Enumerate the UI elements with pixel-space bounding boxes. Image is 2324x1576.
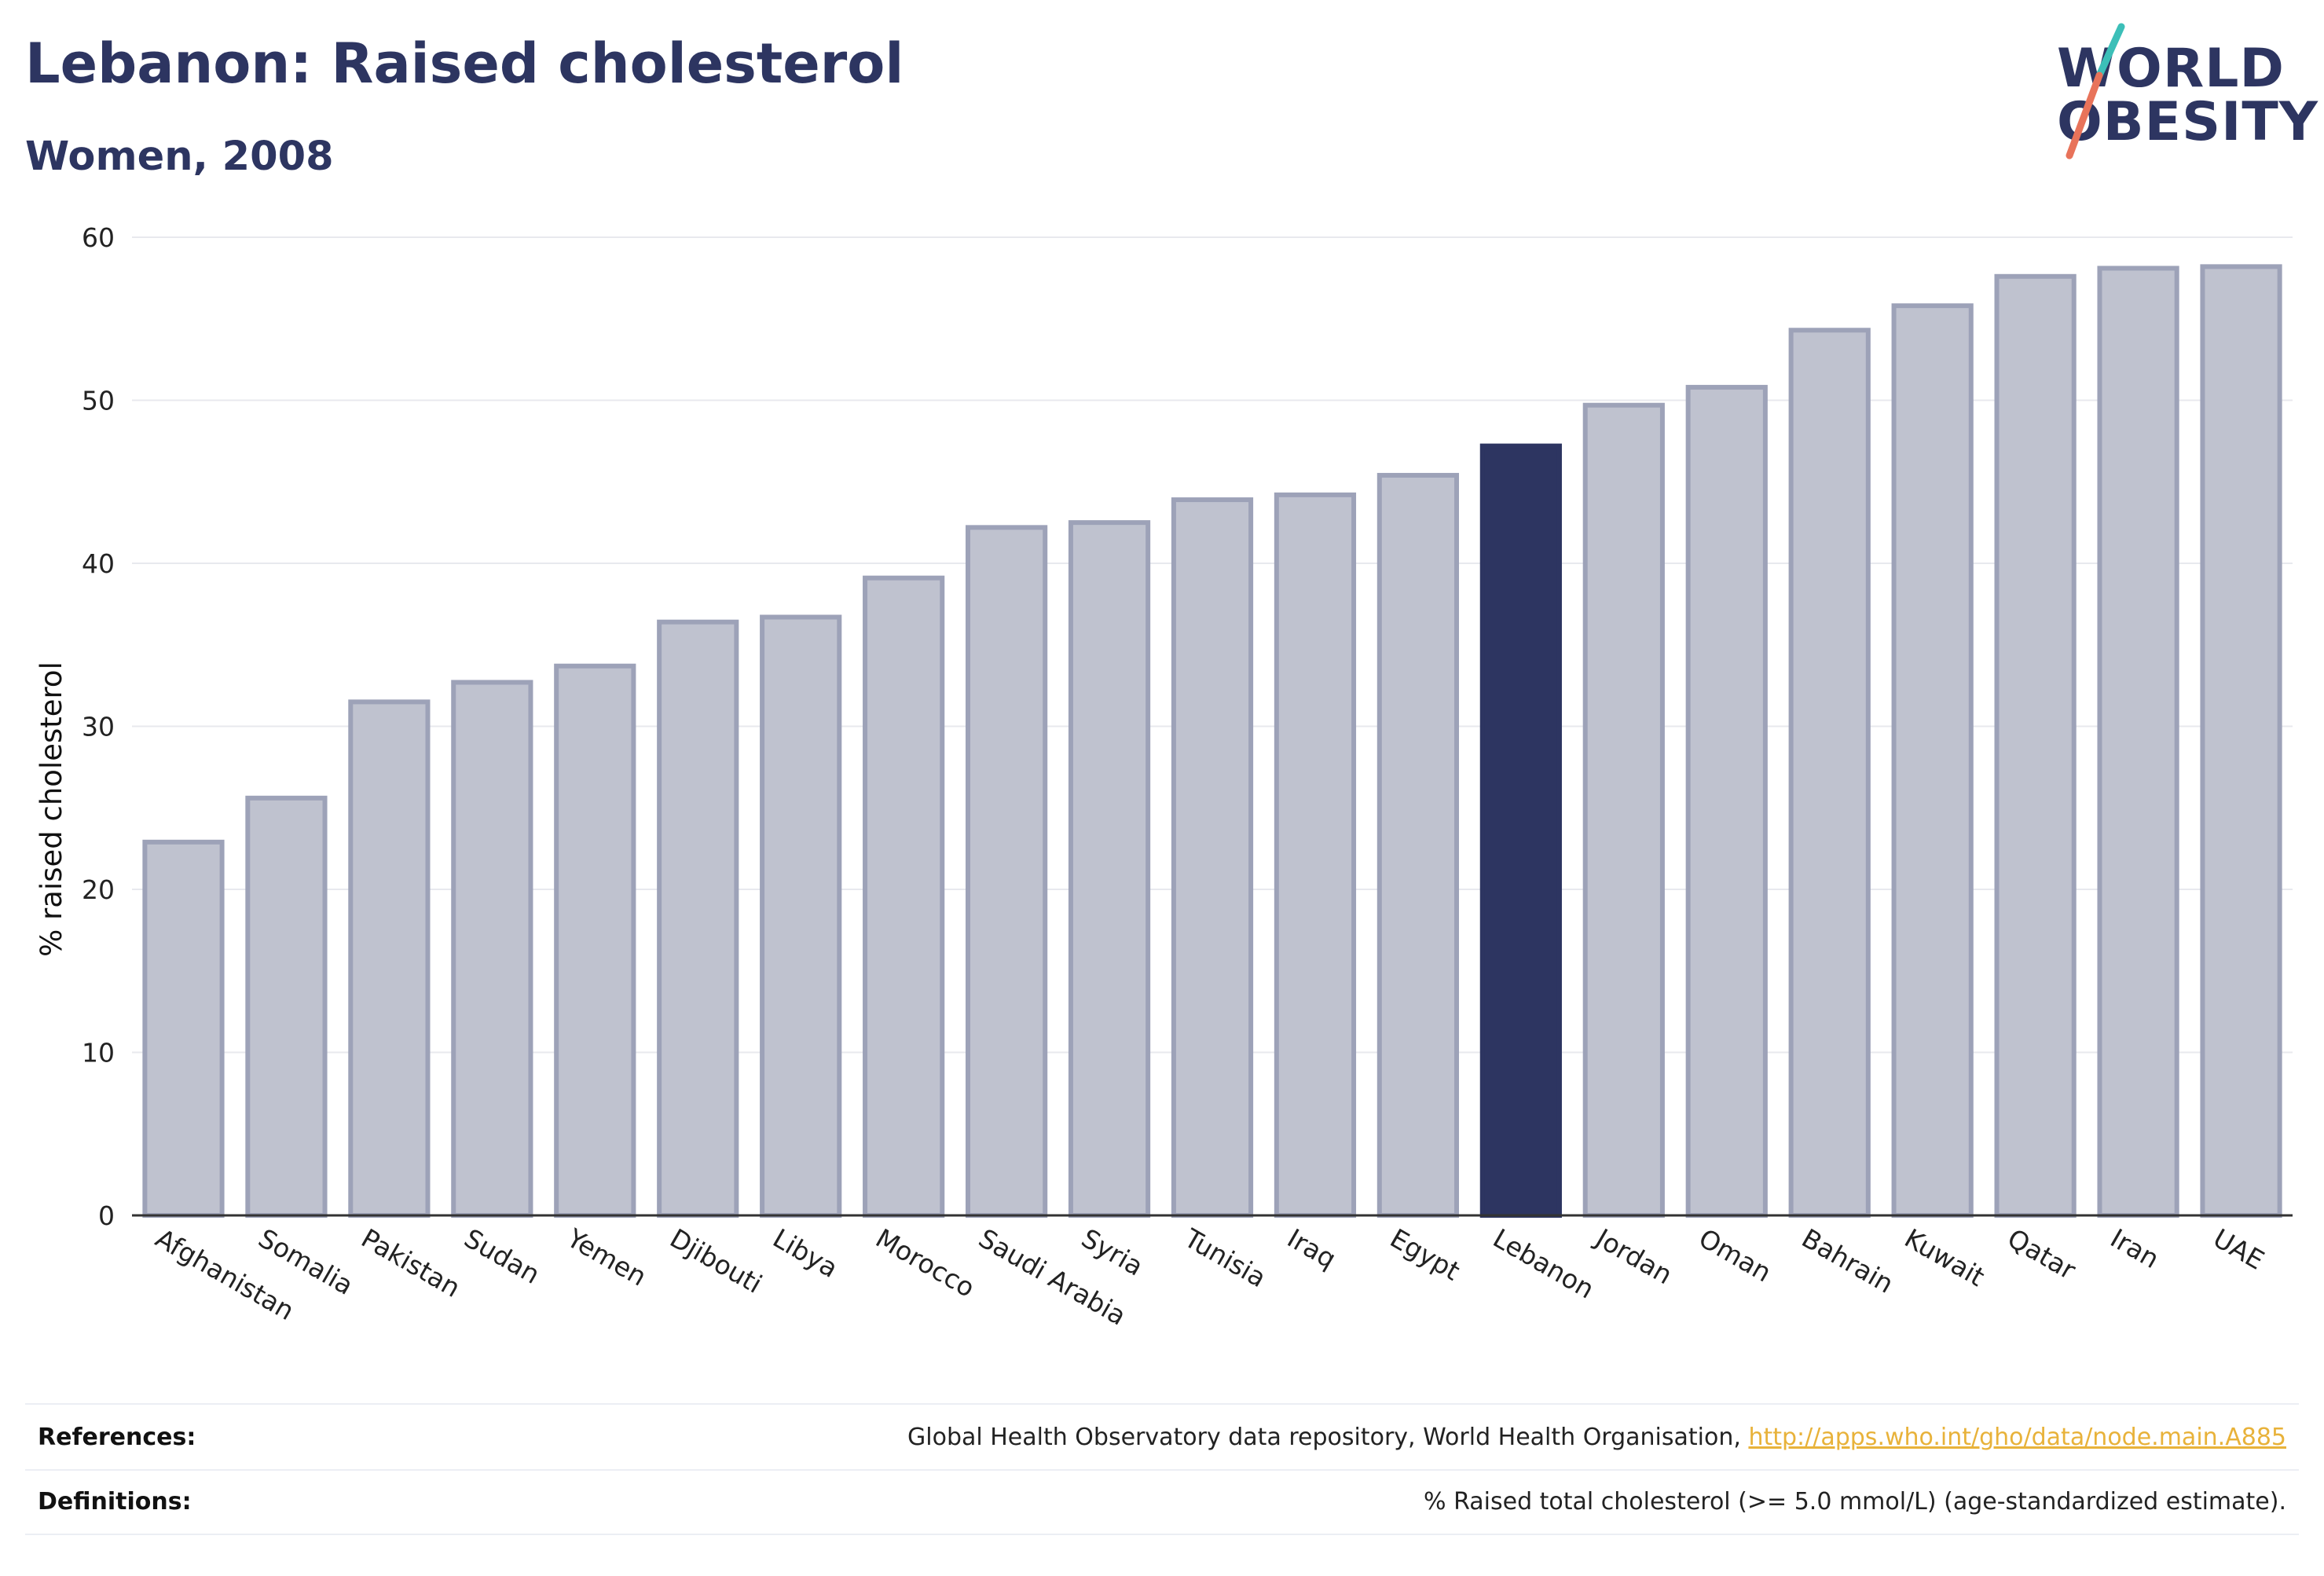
x-tick-label: Yemen [561,1222,651,1292]
bar-sudan [451,680,533,1218]
page-subtitle: Women, 2008 [25,134,334,180]
bar-uae [2200,264,2282,1219]
bar-syria [1068,520,1151,1218]
x-tick-label: Libya [768,1222,843,1284]
x-tick-label: Tunisia [1178,1222,1271,1294]
x-tick-label: Bahrain [1797,1222,1899,1299]
references-value: Global Health Observatory data repositor… [907,1424,2286,1451]
references-label: References: [38,1424,196,1451]
x-tick-label: Kuwait [1900,1222,1990,1292]
references-text: Global Health Observatory data repositor… [907,1424,1749,1451]
bar-djibouti [657,619,739,1218]
world-obesity-logo: WORLD OBESITY [2043,20,2318,170]
bar-qatar [1994,273,2077,1218]
x-tick-label: Morocco [871,1222,980,1303]
bar-kuwait [1891,303,1974,1218]
y-tick-label: 60 [82,222,115,253]
x-tick-label: Oman [1694,1222,1776,1288]
bar-yemen [554,663,636,1218]
bar-libya [760,614,842,1218]
definitions-label: Definitions: [38,1488,192,1516]
footer-divider-middle [25,1469,2299,1471]
bar-somalia [245,795,328,1218]
logo-word-obesity: OBESITY [2057,91,2319,153]
x-tick-label: Sudan [459,1222,545,1290]
bar-tunisia [1171,497,1254,1218]
y-axis-title: % raised cholesterol [35,662,68,957]
y-tick-label: 20 [82,874,115,905]
y-tick-label: 40 [82,548,115,579]
page-title: Lebanon: Raised cholesterol [25,31,904,96]
references-link[interactable]: http://apps.who.int/gho/data/node.main.A… [1748,1424,2286,1451]
bar-iraq [1274,492,1357,1218]
references-row: References: Global Health Observatory da… [25,1406,2299,1469]
footer-divider-top [25,1403,2299,1405]
definitions-row: Definitions: % Raised total cholesterol … [25,1471,2299,1534]
bar-egypt [1376,472,1460,1218]
x-tick-label: Jordan [1589,1222,1677,1290]
bar-jordan [1582,402,1665,1218]
y-axis: 0 10 20 30 40 50 60 [82,222,115,1231]
bar-lebanon [1479,443,1562,1218]
definitions-value: % Raised total cholesterol (>= 5.0 mmol/… [1424,1488,2286,1516]
x-tick-label: Iran [2106,1222,2165,1274]
bar-oman [1685,384,1768,1218]
x-tick-label: Pakistan [356,1222,465,1303]
y-tick-label: 10 [82,1038,115,1068]
bar-iran [2097,266,2179,1218]
bar-pakistan [348,699,431,1218]
bar-afghanistan [142,839,225,1218]
bar-saudi-arabia [965,525,1048,1218]
bars [142,264,2282,1219]
x-tick-label: Djibouti [665,1222,767,1299]
bar-morocco [863,575,945,1218]
y-tick-label: 30 [82,712,115,742]
y-tick-label: 50 [82,386,115,416]
x-tick-label: UAE [2209,1222,2270,1276]
x-tick-label: Qatar [2003,1222,2081,1285]
footer-divider-bottom [25,1534,2299,1535]
bar-bahrain [1788,328,1871,1218]
x-tick-label: Egypt [1385,1222,1465,1286]
logo-slash-icon [2066,23,2125,159]
x-tick-label: Syria [1076,1222,1149,1281]
x-tick-label: Iraq [1282,1222,1341,1274]
y-tick-label: 0 [98,1200,115,1231]
x-tick-label: Lebanon [1488,1222,1600,1304]
